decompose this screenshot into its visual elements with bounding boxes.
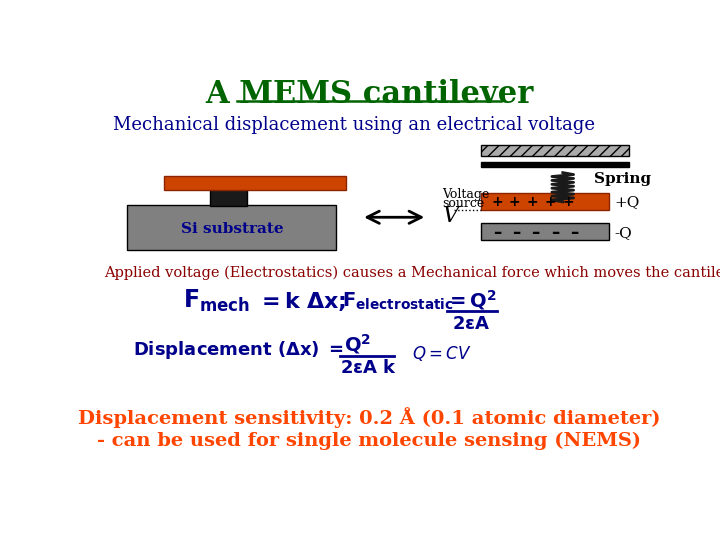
Bar: [482, 145, 629, 156]
Bar: [210, 184, 248, 206]
Text: Mechanical displacement using an electrical voltage: Mechanical displacement using an electri…: [113, 116, 595, 134]
Bar: [482, 224, 609, 240]
Text: Displacement sensitivity: 0.2 Å (0.1 atomic diameter): Displacement sensitivity: 0.2 Å (0.1 ato…: [78, 407, 660, 428]
Text: source: source: [443, 197, 485, 210]
Bar: [482, 193, 609, 210]
Bar: [482, 162, 629, 167]
Text: +: +: [527, 195, 539, 209]
Text: +: +: [544, 195, 556, 209]
Text: $\mathbf{= Q^2}$: $\mathbf{= Q^2}$: [446, 288, 498, 312]
Text: –: –: [531, 224, 540, 242]
Text: $\mathbf{Displacement\ (\Delta x)\ =}$: $\mathbf{Displacement\ (\Delta x)\ =}$: [132, 339, 343, 361]
Text: V: V: [443, 206, 459, 227]
Text: Spring: Spring: [594, 172, 651, 186]
Text: - can be used for single molecule sensing (NEMS): - can be used for single molecule sensin…: [97, 431, 641, 450]
Text: $\mathbf{F}_{\mathbf{electrostatic}}$: $\mathbf{F}_{\mathbf{electrostatic}}$: [342, 291, 454, 312]
Bar: [163, 176, 346, 190]
Text: $\mathit{Q{=}CV}$: $\mathit{Q{=}CV}$: [412, 344, 471, 363]
Text: $\mathbf{= k\ \Delta x;}$: $\mathbf{= k\ \Delta x;}$: [256, 289, 346, 313]
Text: +: +: [562, 195, 574, 209]
Text: Applied voltage (Electrostatics) causes a Mechanical force which moves the canti: Applied voltage (Electrostatics) causes …: [104, 266, 720, 280]
Text: –: –: [570, 224, 578, 242]
Text: +Q: +Q: [614, 195, 639, 209]
Text: $\mathbf{Q^2}$: $\mathbf{Q^2}$: [344, 332, 372, 356]
Text: +: +: [491, 195, 503, 209]
Text: Si substrate: Si substrate: [181, 222, 283, 236]
Text: $\mathbf{2\varepsilon A}$: $\mathbf{2\varepsilon A}$: [452, 315, 490, 333]
Text: –: –: [512, 224, 521, 242]
Text: +: +: [509, 195, 521, 209]
Bar: [127, 205, 336, 249]
Text: A MEMS cantilever: A MEMS cantilever: [204, 78, 534, 110]
Text: $\mathbf{2\varepsilon A\ k}$: $\mathbf{2\varepsilon A\ k}$: [340, 359, 396, 377]
Text: Voltage: Voltage: [443, 188, 490, 201]
Text: –: –: [551, 224, 559, 242]
Text: –: –: [492, 224, 501, 242]
Text: $\mathbf{F}_{\mathbf{mech}}$: $\mathbf{F}_{\mathbf{mech}}$: [183, 288, 250, 314]
Text: -Q: -Q: [614, 226, 631, 240]
